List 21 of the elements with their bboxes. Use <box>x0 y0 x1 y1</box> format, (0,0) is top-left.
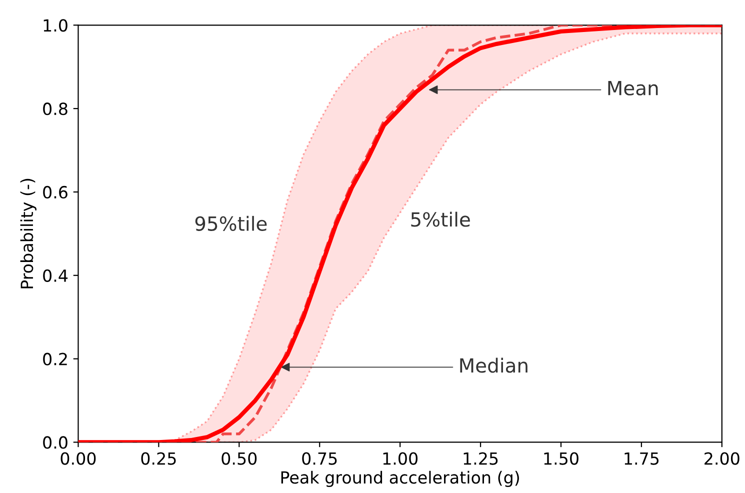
x-tick-label: 1.25 <box>464 452 498 465</box>
x-tick-label: 1.75 <box>624 452 659 465</box>
x-tick-label: 1.50 <box>544 452 578 465</box>
x-tick-label: 0.50 <box>222 452 257 465</box>
y-tick-label: 0.8 <box>43 102 68 116</box>
y-tick-label: 1.0 <box>44 19 68 32</box>
x-tick-label: 2.00 <box>704 452 740 465</box>
x-axis-title: Peak ground acceleration (g) <box>281 470 519 487</box>
y-tick-label: 0.6 <box>43 186 68 199</box>
x-tick-label: 0.25 <box>141 452 176 465</box>
annotation: 5%tile <box>411 212 470 227</box>
x-tick-label: 1.00 <box>383 452 418 465</box>
y-tick-label: 0.0 <box>43 436 68 449</box>
y-tick-label: 0.2 <box>43 352 67 366</box>
x-tick-label: 0.75 <box>302 452 337 465</box>
x-tick-label: 0.00 <box>60 452 96 465</box>
annotation: 95%tile <box>195 216 267 231</box>
y-axis-title: Probability (-) <box>20 178 36 288</box>
annotation: Mean <box>608 80 658 96</box>
y-tick-label: 0.4 <box>43 269 68 282</box>
annotation: Median <box>460 358 528 373</box>
